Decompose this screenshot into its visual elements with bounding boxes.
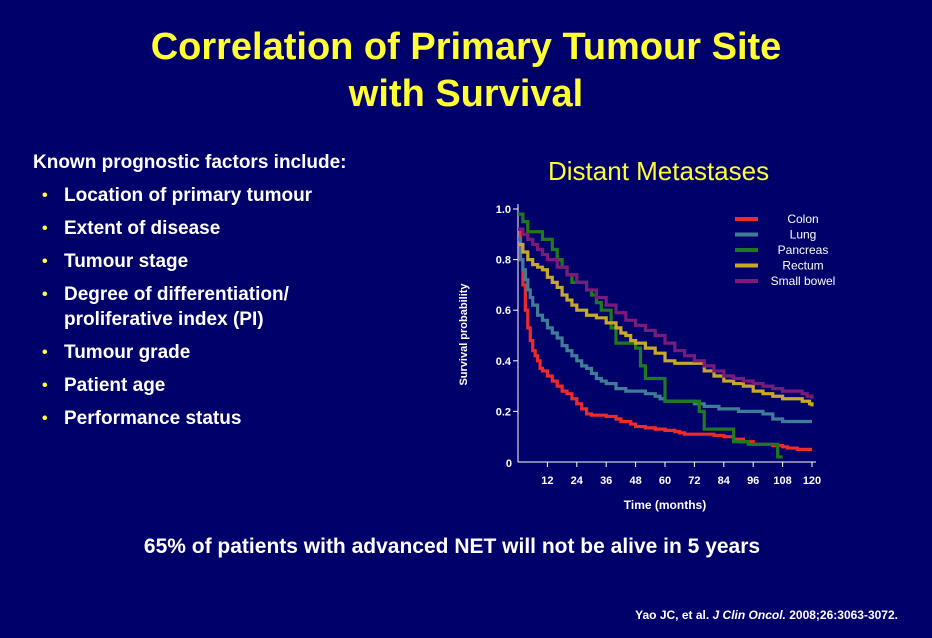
slide-title: Correlation of Primary Tumour Site with …: [0, 24, 932, 118]
y-axis-label: Survival probability: [458, 283, 470, 386]
x-axis-label: Time (months): [624, 498, 706, 512]
survival-chart: 12 24 36 48 60 72 84 96 108 120 0 0.2 0.4 0.6 0.8 1.0 Ti…: [458, 204, 836, 512]
bullet-icon: •: [42, 253, 48, 270]
factor-label: Performance status: [64, 408, 242, 429]
factor-item: • Tumour grade: [42, 340, 394, 365]
legend-label: Colon: [787, 212, 818, 226]
x-tick-label: 24: [571, 475, 584, 487]
series-line-small-bowel: [518, 227, 814, 399]
factor-item: • Patient age: [42, 373, 394, 398]
bullet-icon: •: [42, 344, 48, 361]
origin-label: 0: [506, 458, 512, 470]
factors-list: • Location of primary tumour • Extent of d…: [42, 183, 394, 439]
bullet-icon: •: [42, 410, 48, 427]
y-tick-label: 0.4: [496, 356, 512, 368]
factor-label: Patient age: [64, 375, 166, 396]
x-tick-label: 72: [688, 475, 700, 487]
citation: Yao JC, et al. J Clin Oncol. 2008;26:306…: [635, 608, 898, 622]
slide-title-line-2: with Survival: [348, 73, 584, 115]
chart-title: Distant Metastases: [548, 156, 770, 186]
factor-label: Degree of differentiation/ proliferative…: [64, 284, 289, 330]
bullet-icon: •: [42, 220, 48, 237]
y-tick-label: 0.2: [496, 406, 511, 418]
series-line-lung: [518, 237, 812, 424]
legend-label: Rectum: [782, 259, 823, 273]
x-tick-label: 36: [600, 475, 612, 487]
summary-statement: 65% of patients with advanced NET will n…: [143, 535, 761, 558]
x-tick-label: 108: [773, 475, 791, 487]
x-tick-label: 12: [541, 475, 553, 487]
series-line-pancreas: [518, 212, 783, 459]
x-tick-label: 84: [718, 475, 731, 487]
y-tick-label: 0.6: [496, 305, 511, 317]
legend-label: Small bowel: [771, 274, 836, 288]
slide-title-line-1: Correlation of Primary Tumour Site: [150, 26, 782, 68]
bullet-icon: •: [42, 187, 48, 204]
factor-label: Tumour grade: [64, 342, 191, 363]
factor-item: • Tumour stage: [42, 249, 394, 274]
citation-journal: J Clin Oncol.: [712, 608, 786, 622]
bullet-icon: •: [42, 286, 48, 303]
factor-item: • Performance status: [42, 406, 394, 431]
x-tick-label: 120: [803, 475, 821, 487]
citation-authors: Yao JC, et al.: [635, 608, 710, 622]
factor-label: Tumour stage: [64, 251, 189, 272]
bullet-icon: •: [42, 377, 48, 394]
citation-ref: 2008;26:3063-3072.: [789, 608, 898, 622]
y-tick-label: 1.0: [496, 204, 511, 216]
x-tick-label: 48: [629, 475, 641, 487]
factor-item: • Location of primary tumour: [42, 183, 394, 208]
y-tick-label: 0.8: [496, 255, 511, 267]
legend-label: Pancreas: [778, 243, 829, 257]
x-tick-label: 96: [747, 475, 759, 487]
factor-item: • Degree of differentiation/ proliferativ…: [42, 282, 394, 332]
factor-label: Location of primary tumour: [64, 185, 313, 206]
legend-label: Lung: [790, 228, 817, 242]
series-line-rectum: [518, 242, 814, 407]
factors-heading: Known prognostic factors include:: [33, 152, 347, 173]
factor-label: Extent of disease: [64, 218, 221, 239]
factor-item: • Extent of disease: [42, 216, 394, 241]
x-tick-label: 60: [659, 475, 671, 487]
